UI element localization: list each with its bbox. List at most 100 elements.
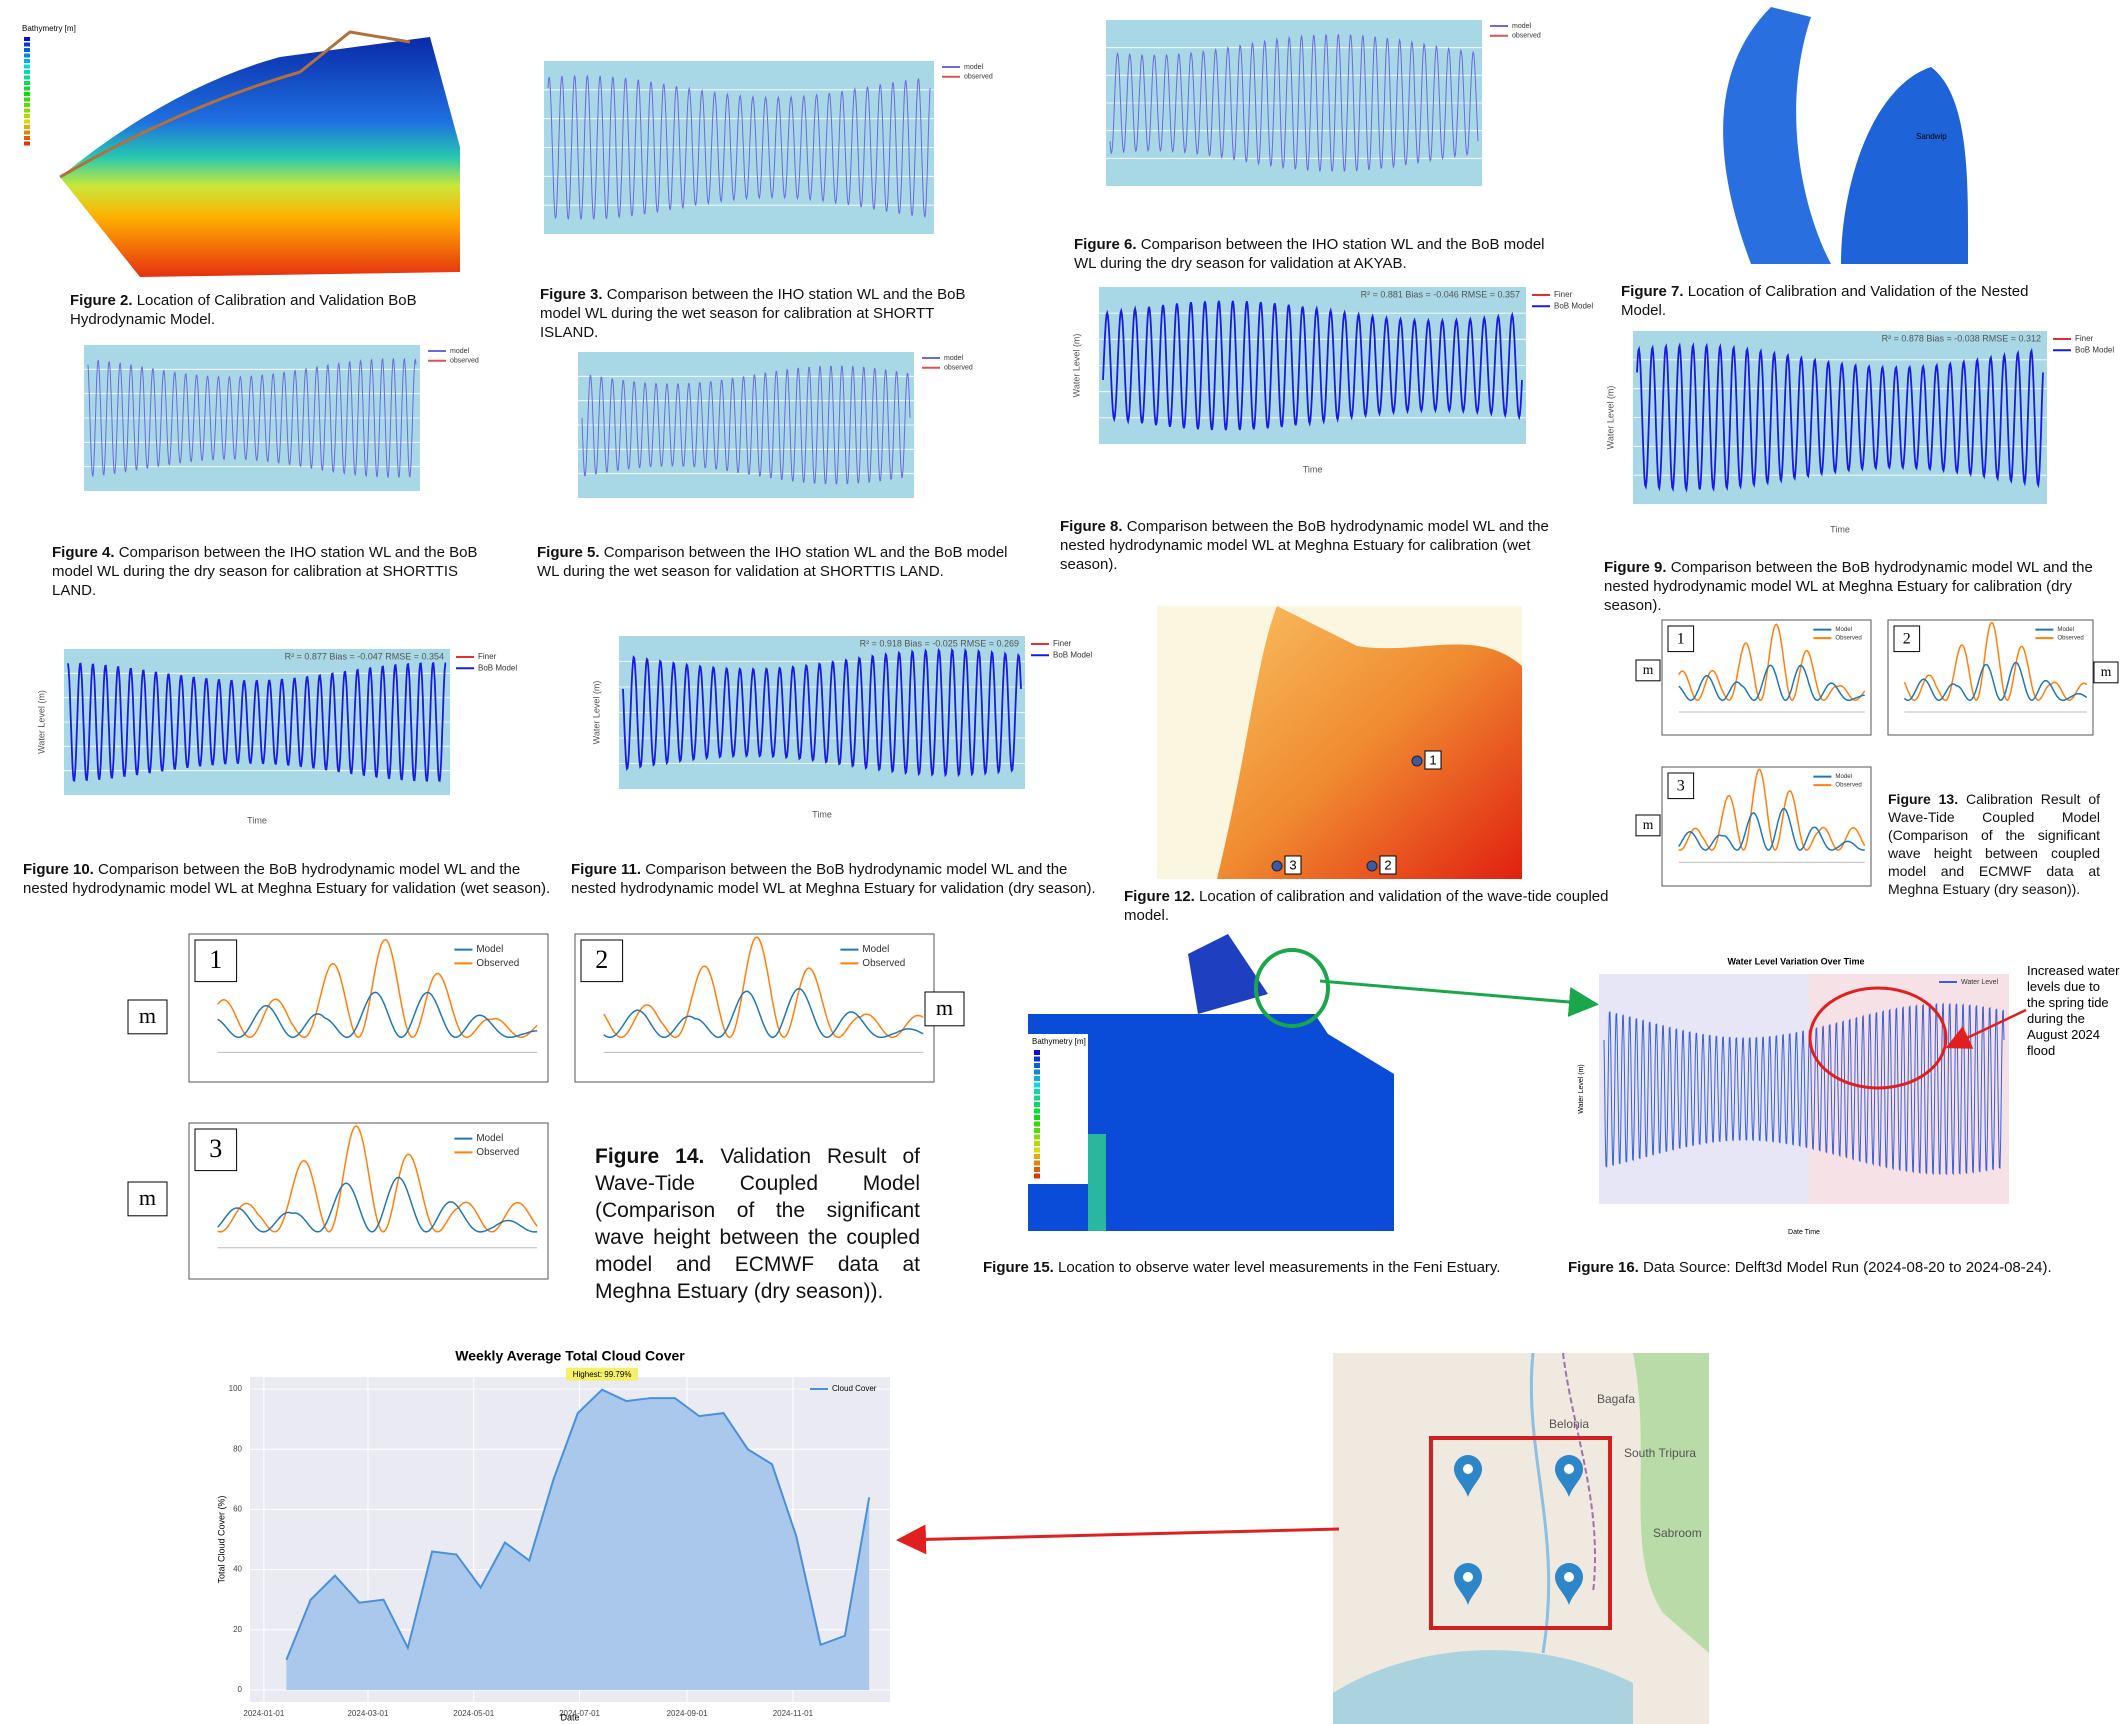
caption: Figure 10. Comparison between the BoB hy… [23,860,553,898]
caption-label: Figure 4. [52,544,115,561]
legend-swatch [24,103,30,107]
x-tick-label: 2024-05-01 [453,1709,494,1718]
legend-swatch [1034,1096,1040,1101]
legend-swatch [1034,1154,1040,1159]
caption-label: Figure 16. [1568,1259,1639,1276]
legend-swatch [1034,1102,1040,1107]
caption: Figure 3. Comparison between the IHO sta… [540,285,980,342]
bathymetry-map [60,37,460,277]
annotation: Increased water levels due to the spring… [2027,963,2121,1059]
legend-label: Model [1835,626,1852,633]
caption-text: Comparison between the IHO station WL an… [540,286,966,341]
unit-label: m [936,995,953,1020]
legend-swatch [24,43,30,47]
legend-label: Observed [476,958,519,969]
period-shade [1599,974,1809,1204]
y-tick-label: 80 [233,1444,242,1453]
legend-label: model [1512,23,1532,30]
panel-frame [575,934,934,1082]
unit-label: m [139,1003,156,1028]
legend-label: Finer [1053,639,1072,648]
legend-label: Finer [478,652,497,661]
legend-label: BoB Model [1554,301,1593,310]
legend-swatch [1034,1148,1040,1153]
x-axis-label: Date Time [1788,1229,1820,1236]
station-label: 1 [1429,752,1436,767]
legend-label: observed [944,365,973,372]
station-marker [1367,861,1377,871]
legend-swatch [1034,1135,1040,1140]
panel-number: 1 [209,945,222,974]
legend-swatch [24,87,30,91]
place-label: Sandwip [1916,132,1947,141]
location-pin-dot [1463,1572,1473,1582]
location-pin-dot [1463,1464,1473,1474]
legend-swatch [24,48,30,52]
y-tick-label: 100 [229,1384,243,1393]
caption-label: Figure 10. [23,861,94,878]
legend-swatch [24,65,30,69]
panel-number: 3 [1677,777,1685,794]
legend-label: Finer [1554,290,1573,299]
station-label: 2 [1384,857,1391,872]
fit-statistics: R² = 0.918 Bias = -0.025 RMSE = 0.269 [860,638,1019,648]
legend-swatch [1034,1057,1040,1062]
connector-arrow [902,1529,1339,1540]
shallow-plume [1088,1134,1106,1231]
caption: Figure 5. Comparison between the IHO sta… [537,543,1017,581]
caption: Figure 6. Comparison between the IHO sta… [1074,235,1554,273]
x-axis-label: Time [1303,464,1323,474]
legend-label: Model [1835,773,1852,780]
caption: Figure 16. Data Source: Delft3d Model Ru… [1568,1258,2088,1277]
page: Bathymetry [m]modelobservedmodelobserved… [0,0,2121,1724]
caption: Figure 7. Location of Calibration and Va… [1621,282,2061,320]
legend-swatch [1034,1063,1040,1068]
y-axis-label: Water Level (m) [591,681,601,745]
caption: Figure 13. Calibration Result of Wave-Ti… [1888,790,2100,898]
place-label: Bagafa [1597,1392,1635,1406]
panel-number: 3 [209,1134,222,1163]
legend-label: Observed [1835,635,1861,642]
y-axis-label: Water Level (m) [1605,386,1615,450]
legend-label: Cloud Cover [832,1384,877,1393]
legend-swatch [24,54,30,58]
fit-statistics: R² = 0.881 Bias = -0.046 RMSE = 0.357 [1361,289,1520,299]
legend-swatch [24,142,30,146]
caption-text: Location to observe water level measurem… [1058,1259,1500,1276]
place-label: Sabroom [1653,1526,1702,1540]
caption-label: Figure 14. [595,1145,704,1168]
legend-swatch [24,59,30,63]
x-tick-label: 2024-01-01 [243,1709,284,1718]
y-tick-label: 0 [238,1685,243,1694]
legend-label: Model [476,1133,503,1144]
legend-swatch [1034,1089,1040,1094]
place-label: Belonia [1549,1417,1589,1431]
caption-label: Figure 12. [1124,888,1195,905]
x-tick-label: 2024-11-01 [773,1709,814,1718]
fit-statistics: R² = 0.878 Bias = -0.038 RMSE = 0.312 [1882,333,2041,343]
caption: Figure 14. Validation Result of Wave-Tid… [595,1143,920,1305]
caption: Figure 4. Comparison between the IHO sta… [52,543,492,600]
caption-text: Comparison between the BoB hydrodynamic … [1604,559,2093,614]
annotation: Highest: 99.79% [573,1370,632,1379]
y-axis-label: Water Level (m) [36,690,46,754]
legend-swatch [1034,1174,1040,1179]
caption-text: Comparison between the BoB hydrodynamic … [23,861,550,897]
legend-swatch [24,131,30,135]
legend-swatch [24,98,30,102]
chart-title: Weekly Average Total Cloud Cover [455,1348,685,1364]
legend-swatch [1034,1128,1040,1133]
legend-title: Bathymetry [m] [1032,1037,1086,1046]
x-axis-label: Date [560,1712,579,1722]
caption-label: Figure 15. [983,1259,1054,1276]
caption: Figure 12. Location of calibration and v… [1124,887,1644,925]
location-pin-dot [1564,1572,1574,1582]
x-axis-label: Time [1830,524,1850,534]
caption-text: Comparison between the IHO station WL an… [52,544,478,599]
caption-label: Figure 11. [571,861,641,878]
caption: Figure 15. Location to observe water lev… [983,1258,1523,1277]
legend-swatch [1034,1115,1040,1120]
panel-number: 1 [1677,630,1685,647]
legend-swatch [1034,1141,1040,1146]
y-tick-label: 60 [233,1505,242,1514]
